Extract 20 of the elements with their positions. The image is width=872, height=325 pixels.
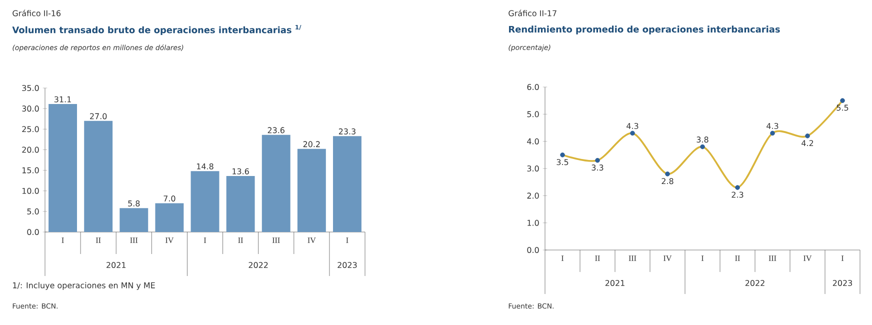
point: [805, 134, 810, 138]
chart-title: Rendimiento promedio de operaciones interbancarias: [509, 26, 780, 34]
point: [840, 98, 845, 103]
point: [665, 172, 670, 176]
point: [700, 144, 705, 150]
chart-title: Volumen transado bruto de operaciones interbancarias $^{1/}$: [12, 24, 302, 36]
point: [560, 152, 565, 158]
bar: [226, 176, 255, 232]
point: [770, 130, 775, 136]
bar: [190, 171, 220, 232]
bar: [155, 203, 184, 232]
bar: [120, 208, 148, 232]
bar: [297, 148, 326, 232]
point: [630, 130, 635, 136]
bar: [262, 134, 290, 232]
bar: [333, 136, 362, 232]
bar: [84, 120, 113, 232]
bar: [48, 104, 78, 232]
point: [595, 158, 600, 163]
point: [735, 185, 740, 190]
